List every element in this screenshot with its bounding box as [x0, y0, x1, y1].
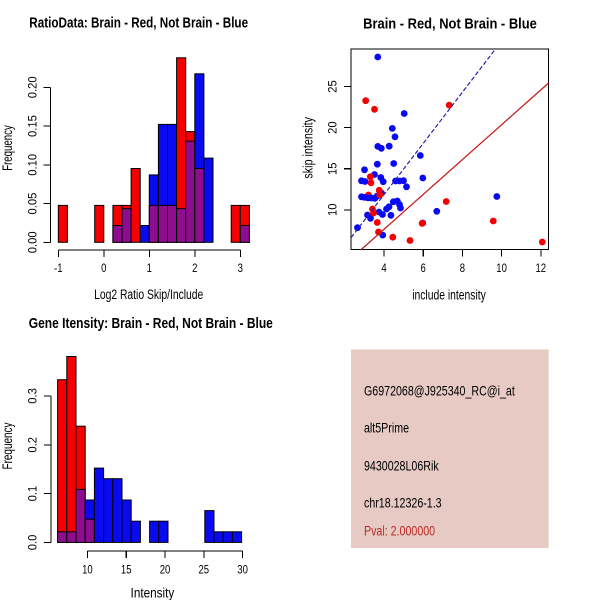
- svg-text:alt5Prime: alt5Prime: [364, 420, 409, 436]
- svg-text:10: 10: [326, 203, 340, 216]
- svg-text:0.10: 0.10: [26, 153, 40, 175]
- svg-text:0: 0: [101, 262, 106, 275]
- svg-text:12: 12: [536, 262, 547, 275]
- svg-text:0.2: 0.2: [26, 437, 40, 453]
- svg-text:15: 15: [121, 563, 132, 576]
- svg-text:15: 15: [326, 162, 340, 175]
- svg-text:G6972068@J925340_RC@i_at: G6972068@J925340_RC@i_at: [364, 383, 515, 399]
- svg-text:25: 25: [199, 563, 210, 576]
- svg-text:2: 2: [192, 262, 197, 275]
- svg-text:Gene Itensity: Brain - Red, No: Gene Itensity: Brain - Red, Not Brain - …: [29, 315, 273, 331]
- svg-text:0.0: 0.0: [26, 534, 40, 550]
- svg-text:3: 3: [238, 262, 243, 275]
- svg-text:1: 1: [147, 262, 152, 275]
- svg-text:0.00: 0.00: [26, 231, 40, 253]
- svg-text:RatioData: Brain - Red, Not Br: RatioData: Brain - Red, Not Brain - Blue: [29, 14, 248, 31]
- svg-text:Brain - Red, Not Brain - Blue: Brain - Red, Not Brain - Blue: [363, 16, 537, 32]
- svg-text:Log2 Ratio Skip/Include: Log2 Ratio Skip/Include: [94, 287, 203, 303]
- svg-text:0.15: 0.15: [26, 115, 40, 137]
- svg-text:chr18.12326-1.3: chr18.12326-1.3: [364, 495, 442, 511]
- svg-text:0.1: 0.1: [26, 486, 40, 502]
- svg-text:30: 30: [237, 563, 248, 576]
- svg-text:20: 20: [160, 563, 171, 576]
- svg-text:include intensity: include intensity: [412, 287, 486, 303]
- svg-text:25: 25: [326, 80, 340, 93]
- svg-text:0.20: 0.20: [26, 76, 40, 98]
- svg-text:9430028L06Rik: 9430028L06Rik: [364, 458, 439, 474]
- svg-text:Pval: 2.000000: Pval: 2.000000: [364, 523, 435, 539]
- svg-text:skip intensity: skip intensity: [300, 116, 316, 178]
- svg-text:0.3: 0.3: [26, 388, 40, 404]
- svg-text:8: 8: [460, 262, 465, 275]
- svg-text:4: 4: [381, 262, 386, 275]
- svg-text:Frequency: Frequency: [0, 423, 16, 470]
- svg-text:0.05: 0.05: [26, 192, 40, 214]
- svg-text:Frequency: Frequency: [0, 125, 15, 171]
- svg-text:10: 10: [82, 563, 93, 576]
- svg-text:6: 6: [421, 262, 426, 275]
- svg-text:-1: -1: [54, 262, 62, 275]
- svg-text:Intensity: Intensity: [131, 585, 175, 600]
- svg-text:10: 10: [496, 262, 507, 275]
- svg-text:20: 20: [326, 121, 340, 134]
